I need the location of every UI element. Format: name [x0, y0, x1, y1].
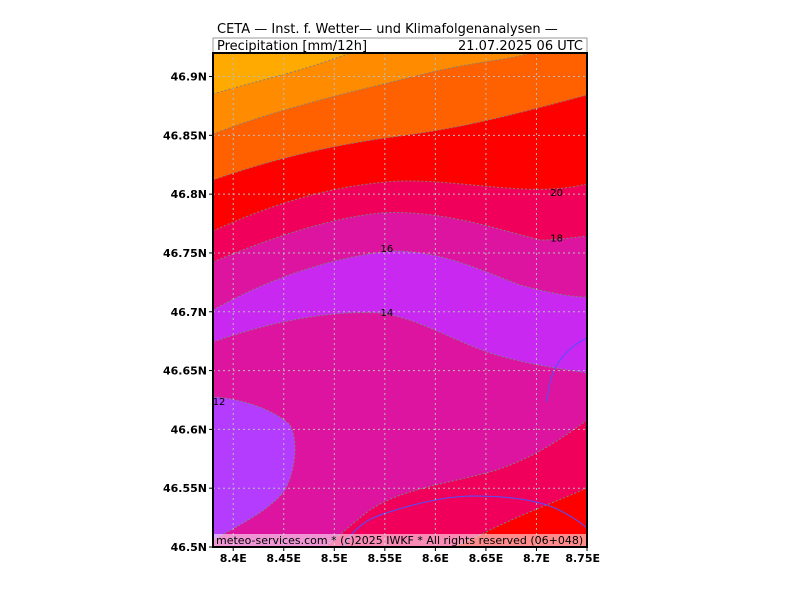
contour-line-10 [213, 396, 296, 541]
x-tick-label: 8.4E [220, 552, 247, 565]
contour-label-16: 16 [380, 244, 393, 255]
y-tick-label: 46.65N [163, 365, 207, 378]
chart-title: CETA — Inst. f. Wetter— und Klimafolgena… [217, 22, 558, 37]
contour-line-3 [213, 94, 587, 181]
x-tick-label: 8.75E [565, 552, 600, 565]
border-line-east [546, 337, 587, 403]
contour-label-14: 14 [380, 308, 393, 319]
contour-line-6 [213, 250, 587, 311]
contour-line-2 [213, 53, 531, 135]
contour-line-4 [213, 180, 587, 232]
x-axis: 8.4E 8.45E 8.5E 8.55E 8.6E 8.65E 8.7E 8.75E [220, 547, 600, 565]
y-tick-label: 46.5N [171, 541, 207, 554]
y-tick-label: 46.8N [171, 188, 207, 201]
x-tick-label: 8.45E [266, 552, 301, 565]
contour-label-20: 20 [550, 188, 563, 199]
timestamp-label: 21.07.2025 06 UTC [458, 39, 583, 54]
footer-box [213, 534, 587, 547]
contour-labels: 20 18 16 14 12 [213, 188, 563, 408]
y-tick-label: 46.75N [163, 247, 207, 260]
y-tick-label: 46.85N [163, 129, 207, 142]
y-tick-label: 46.9N [171, 71, 207, 84]
y-tick-label: 46.6N [171, 423, 207, 436]
contour-line-5 [213, 212, 587, 263]
border-lines [342, 337, 587, 547]
contour-label-12: 12 [213, 397, 226, 408]
plot-area: 20 18 16 14 12 [213, 53, 587, 547]
contour-line-1 [213, 53, 351, 95]
contour-line-7 [213, 312, 587, 374]
contour-line-8 [324, 419, 587, 547]
footer-credit: meteo-services.com * (c)2025 IWKF * All … [216, 534, 583, 547]
border-line-south [342, 495, 587, 547]
x-tick-label: 8.7E [523, 552, 550, 565]
x-tick-label: 8.65E [469, 552, 504, 565]
grid-lines [213, 53, 587, 547]
y-tick-label: 46.55N [163, 482, 207, 495]
y-tick-label: 46.7N [171, 306, 207, 319]
x-tick-label: 8.55E [368, 552, 403, 565]
plot-frame [212, 52, 588, 548]
variable-label: Precipitation [mm/12h] [217, 39, 367, 54]
contour-label-18: 18 [550, 234, 563, 245]
x-tick-label: 8.6E [422, 552, 449, 565]
x-tick-label: 8.5E [321, 552, 348, 565]
y-axis: 46.5N 46.55N 46.6N 46.65N 46.7N 46.75N 46.8N 46… [163, 71, 213, 554]
contour-band-8-region-a [325, 420, 587, 547]
contour-bands [213, 53, 587, 547]
